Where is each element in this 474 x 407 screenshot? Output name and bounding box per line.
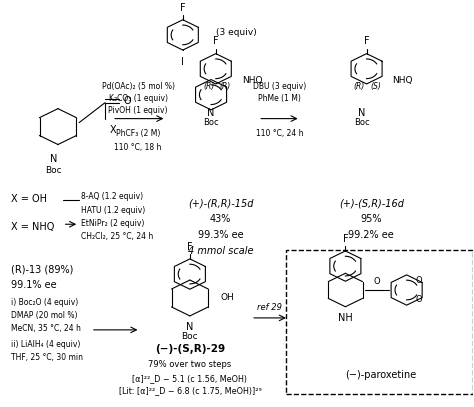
- Text: ii) LiAlH₄ (4 equiv): ii) LiAlH₄ (4 equiv): [11, 340, 80, 349]
- Text: 4 mmol scale: 4 mmol scale: [188, 246, 253, 256]
- Text: (+)-(S,R)-16d: (+)-(S,R)-16d: [339, 198, 404, 208]
- Text: HATU (1.2 equiv): HATU (1.2 equiv): [82, 206, 146, 214]
- Text: DBU (3 equiv): DBU (3 equiv): [253, 82, 306, 91]
- Text: 99.2% ee: 99.2% ee: [348, 230, 394, 240]
- Text: N: N: [208, 107, 215, 118]
- Text: F: F: [187, 242, 193, 252]
- Text: F: F: [180, 2, 186, 13]
- Text: (+)-(R,R)-15d: (+)-(R,R)-15d: [188, 198, 253, 208]
- Text: (3 equiv): (3 equiv): [216, 28, 256, 37]
- Text: X = NHQ: X = NHQ: [11, 222, 54, 232]
- FancyBboxPatch shape: [286, 250, 473, 394]
- Text: F: F: [213, 37, 219, 46]
- Text: EtNiPr₂ (2 equiv): EtNiPr₂ (2 equiv): [82, 219, 145, 228]
- Text: Boc: Boc: [354, 118, 370, 127]
- Text: 43%: 43%: [210, 214, 231, 224]
- Text: N: N: [358, 107, 365, 118]
- Text: 79% over two steps: 79% over two steps: [148, 360, 231, 369]
- Text: 99.3% ee: 99.3% ee: [198, 230, 243, 240]
- Text: Pd(OAc)₂ (5 mol %): Pd(OAc)₂ (5 mol %): [101, 82, 174, 91]
- Text: (R): (R): [354, 82, 365, 91]
- Text: O: O: [415, 276, 422, 284]
- Text: 8-AQ (1.2 equiv): 8-AQ (1.2 equiv): [82, 193, 144, 201]
- Text: (R): (R): [219, 82, 231, 91]
- Text: N: N: [186, 322, 193, 332]
- Text: PivOH (1 equiv): PivOH (1 equiv): [108, 106, 168, 115]
- Text: O: O: [374, 277, 380, 286]
- Text: X = OH: X = OH: [11, 195, 47, 204]
- Text: (R): (R): [203, 82, 214, 91]
- Text: i) Boc₂O (4 equiv): i) Boc₂O (4 equiv): [11, 298, 78, 307]
- Text: Boc: Boc: [182, 332, 198, 341]
- Text: NHQ: NHQ: [392, 76, 413, 85]
- Text: OH: OH: [220, 293, 234, 302]
- Text: (−)-paroxetine: (−)-paroxetine: [345, 370, 416, 380]
- Text: PhMe (1 M): PhMe (1 M): [258, 94, 301, 103]
- Text: N: N: [50, 155, 57, 164]
- Text: NHQ: NHQ: [242, 76, 262, 85]
- Text: X: X: [110, 125, 117, 135]
- Text: ref 29: ref 29: [257, 303, 283, 312]
- Text: (R)-13 (89%): (R)-13 (89%): [11, 264, 73, 274]
- Text: [α]²²_D − 5.1 (c 1.56, MeOH): [α]²²_D − 5.1 (c 1.56, MeOH): [132, 374, 247, 383]
- Text: F: F: [364, 37, 369, 46]
- Text: I: I: [182, 57, 184, 67]
- Text: PhCF₃ (2 M): PhCF₃ (2 M): [116, 129, 160, 138]
- Text: F: F: [343, 234, 348, 244]
- Text: [Lit: [α]²²_D − 6.8 (c 1.75, MeOH)]²⁹: [Lit: [α]²²_D − 6.8 (c 1.75, MeOH)]²⁹: [118, 387, 261, 396]
- Text: K₂CO₃ (1 equiv): K₂CO₃ (1 equiv): [109, 94, 167, 103]
- Text: (−)-(S,R)-29: (−)-(S,R)-29: [155, 344, 225, 354]
- Text: (S): (S): [371, 82, 382, 91]
- Text: 110 °C, 24 h: 110 °C, 24 h: [255, 129, 303, 138]
- Text: Boc: Boc: [45, 166, 62, 175]
- Text: CH₂Cl₂, 25 °C, 24 h: CH₂Cl₂, 25 °C, 24 h: [82, 232, 154, 241]
- Text: THF, 25 °C, 30 min: THF, 25 °C, 30 min: [11, 353, 83, 362]
- Text: 99.1% ee: 99.1% ee: [11, 280, 56, 290]
- Text: DMAP (20 mol %): DMAP (20 mol %): [11, 311, 77, 320]
- Text: 110 °C, 18 h: 110 °C, 18 h: [114, 142, 162, 151]
- Text: 95%: 95%: [361, 214, 382, 224]
- Text: MeCN, 35 °C, 24 h: MeCN, 35 °C, 24 h: [11, 324, 81, 333]
- Text: O: O: [415, 295, 422, 304]
- Text: O: O: [124, 96, 131, 106]
- Text: NH: NH: [338, 313, 353, 323]
- Text: Boc: Boc: [203, 118, 219, 127]
